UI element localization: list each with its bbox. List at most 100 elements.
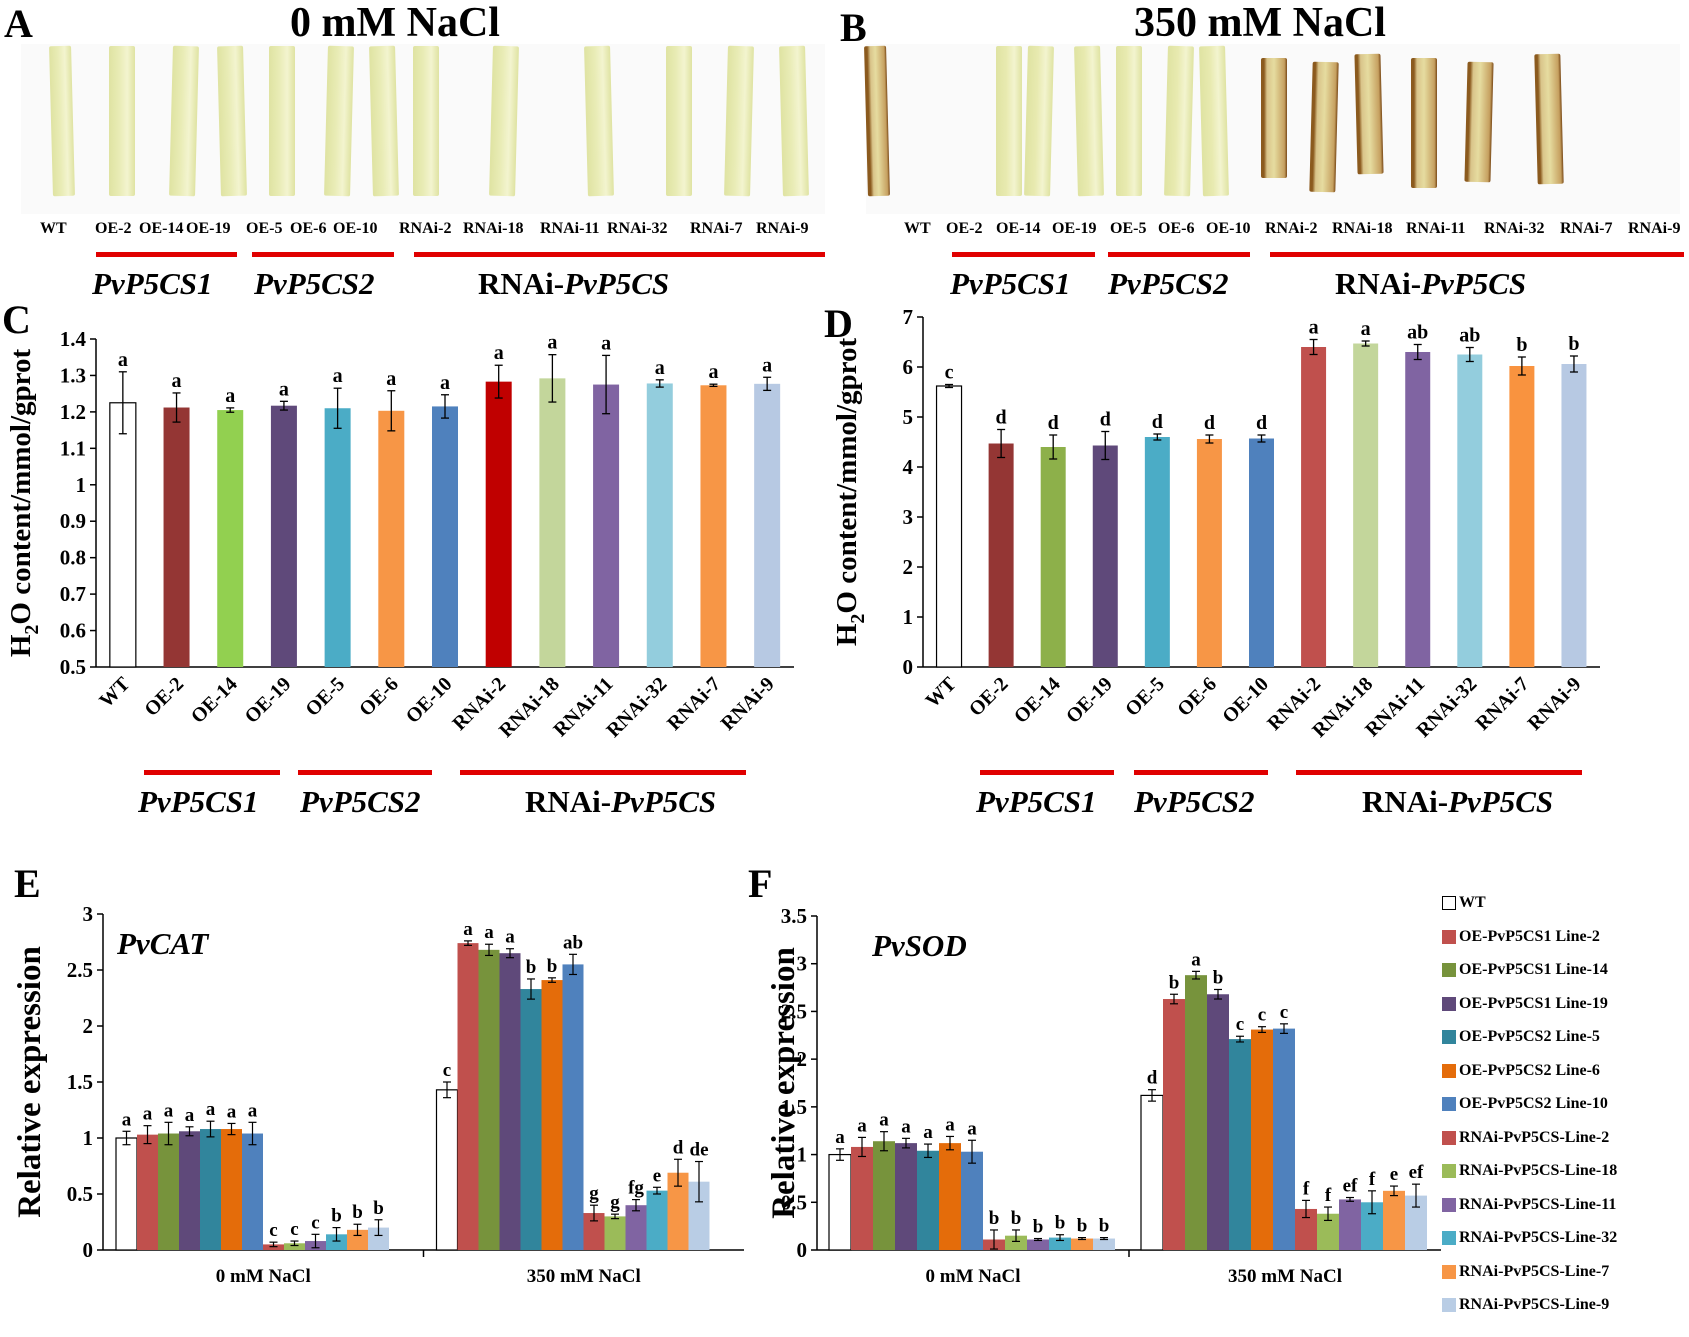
bar xyxy=(1273,1028,1295,1250)
significance-letter: a xyxy=(1361,318,1371,340)
leaf-line-label: RNAi-18 xyxy=(1332,220,1393,237)
x-category-label: 350 mM NaCl xyxy=(527,1266,641,1287)
group-bar-a2 xyxy=(252,252,394,257)
significance-letter: b xyxy=(1033,1217,1044,1238)
significance-letter: a xyxy=(1309,317,1319,339)
bar xyxy=(539,378,566,667)
bar xyxy=(873,1141,895,1250)
bar xyxy=(499,953,521,1250)
y-tick-label: 2 xyxy=(797,1047,808,1071)
bar xyxy=(347,1229,368,1250)
legend-label: OE-PvP5CS1 Line-2 xyxy=(1459,927,1600,945)
y-tick-label: 1.4 xyxy=(60,327,87,351)
leaf-line-label: RNAi-9 xyxy=(1628,220,1681,237)
leaf-strip xyxy=(1354,53,1384,175)
bar xyxy=(1163,999,1185,1250)
legend-label: RNAi-PvP5CS-Line-18 xyxy=(1459,1162,1618,1179)
panel-label-d: D xyxy=(824,301,853,346)
bar xyxy=(583,1213,605,1250)
significance-letter: f xyxy=(1325,1185,1332,1206)
significance-letter: a xyxy=(762,354,772,376)
significance-letter: b xyxy=(352,1202,363,1223)
significance-letter: b xyxy=(331,1206,342,1227)
leaf-strip xyxy=(779,45,809,197)
leaf-line-label: RNAi-7 xyxy=(690,220,743,237)
leaf-strip xyxy=(1199,45,1229,197)
significance-letter: a xyxy=(923,1122,933,1143)
bar xyxy=(1144,437,1170,667)
y-tick-label: 5 xyxy=(903,405,914,429)
legend-item: OE-PvP5CS2 Line-5 xyxy=(1442,1026,1600,1048)
x-tick-label: OE-5 xyxy=(1121,673,1169,721)
y-tick-label: 0.9 xyxy=(60,509,86,533)
leaf-strip xyxy=(724,45,754,197)
y-tick-label: 1 xyxy=(903,605,914,629)
x-tick-label: OE-6 xyxy=(355,673,403,721)
group-bar-d2 xyxy=(1134,770,1268,775)
bar xyxy=(457,943,479,1250)
y-tick-label: 3.5 xyxy=(781,904,807,928)
y-tick-label: 0 xyxy=(903,655,914,679)
leaf-strip xyxy=(269,46,295,196)
y-tick-label: 1.3 xyxy=(60,363,86,387)
bar xyxy=(935,385,963,668)
significance-letter: de xyxy=(690,1140,709,1161)
significance-letter: g xyxy=(610,1192,620,1213)
legend-item: RNAi-PvP5CS-Line-32 xyxy=(1442,1227,1617,1249)
y-tick-label: 1.1 xyxy=(60,436,86,460)
significance-letter: a xyxy=(547,332,557,354)
bar xyxy=(520,989,542,1250)
legend-item: RNAi-PvP5CS-Line-18 xyxy=(1442,1160,1617,1182)
leaf-strip xyxy=(324,45,354,197)
leaf-photo-350mm xyxy=(864,44,1680,214)
legend-item: OE-PvP5CS1 Line-14 xyxy=(1442,959,1608,981)
group-label-d3-prefix: RNAi- xyxy=(1362,784,1449,819)
leaf-strip xyxy=(1411,58,1437,188)
group-bar-d3 xyxy=(1296,770,1582,775)
group-label-a3-gene: PvP5CS xyxy=(564,266,670,301)
x-tick-label: RNAi-9 xyxy=(717,673,779,735)
bar xyxy=(646,383,673,667)
leaf-line-label: OE-5 xyxy=(1110,220,1147,237)
x-tick-label: RNAi-32 xyxy=(602,673,671,742)
y-tick-label: 0 xyxy=(83,1238,94,1262)
chart-d-h2o2-350mm: 01234567cWTdOE-2dOE-14dOE-19dOE-5dOE-6dO… xyxy=(831,310,1600,742)
legend-item: WT xyxy=(1442,892,1486,914)
significance-letter: a xyxy=(835,1127,845,1148)
group-label-d3-gene: PvP5CS xyxy=(1448,784,1554,819)
significance-letter: a xyxy=(185,1105,195,1126)
group-label-c2: PvP5CS2 xyxy=(300,784,421,819)
group-label-c3-prefix: RNAi- xyxy=(525,784,612,819)
significance-letter: e xyxy=(1390,1164,1398,1185)
significance-letter: b xyxy=(1213,967,1224,988)
bar xyxy=(541,980,563,1250)
bar xyxy=(179,1131,200,1250)
significance-letter: a xyxy=(967,1118,977,1139)
group-label-c1: PvP5CS1 xyxy=(138,784,259,819)
significance-letter: a xyxy=(463,919,473,940)
bar xyxy=(478,949,500,1250)
bar xyxy=(1251,1029,1273,1250)
bar xyxy=(158,1133,179,1250)
y-axis-label: H2O content/mmol/gprot xyxy=(5,349,43,658)
leaf-strip xyxy=(1116,46,1142,196)
leaf-line-label: RNAi-32 xyxy=(607,220,668,237)
legend-swatch xyxy=(1442,896,1456,910)
y-tick-label: 1 xyxy=(76,473,87,497)
group-bar-b2 xyxy=(1108,252,1250,257)
significance-letter: d xyxy=(996,407,1007,429)
x-tick-label: WT xyxy=(921,673,961,713)
bar xyxy=(1092,445,1118,667)
leaf-line-label: RNAi-11 xyxy=(1406,220,1466,237)
legend-swatch xyxy=(1442,1030,1456,1044)
significance-letter: b xyxy=(1568,333,1579,355)
group-bar-a1 xyxy=(96,252,237,257)
significance-letter: a xyxy=(945,1114,955,1135)
significance-letter: a xyxy=(118,349,128,371)
leaf-line-label: RNAi-2 xyxy=(1265,220,1318,237)
legend-swatch xyxy=(1442,1097,1456,1111)
x-category-label: 0 mM NaCl xyxy=(926,1266,1021,1287)
legend-label: OE-PvP5CS2 Line-5 xyxy=(1459,1028,1600,1045)
leaf-line-label: OE-14 xyxy=(996,220,1041,237)
panel-label-b: B xyxy=(840,5,867,50)
